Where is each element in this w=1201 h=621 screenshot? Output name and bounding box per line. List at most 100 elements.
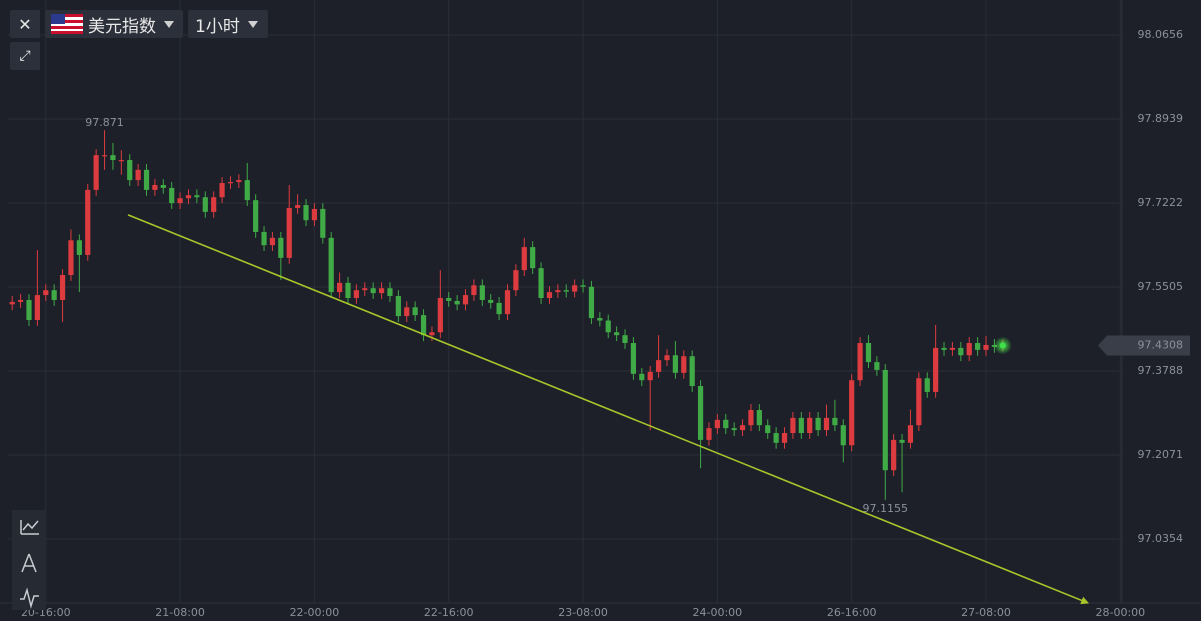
candle-body bbox=[865, 343, 872, 363]
interval-select[interactable]: 1小时 bbox=[188, 10, 268, 38]
candle-body bbox=[51, 290, 57, 300]
candle-body bbox=[689, 356, 695, 387]
candle-body bbox=[572, 285, 578, 292]
price-tag bbox=[1098, 335, 1190, 356]
low-label: 97.1155 bbox=[863, 502, 909, 515]
candle-body bbox=[26, 299, 32, 321]
symbol-select[interactable]: 美元指数 bbox=[45, 10, 183, 38]
candle-body bbox=[891, 439, 897, 471]
candle-body bbox=[336, 282, 343, 293]
candle-body bbox=[916, 378, 922, 426]
candle-body bbox=[563, 290, 569, 292]
candle-body bbox=[681, 356, 687, 373]
candle-body bbox=[412, 307, 418, 316]
symbol-name: 美元指数 bbox=[88, 16, 156, 37]
expand-button[interactable]: ⤢ bbox=[10, 42, 40, 70]
candle-body bbox=[790, 417, 796, 434]
candle-body bbox=[949, 347, 956, 350]
current-dot bbox=[999, 342, 1006, 349]
candle-body bbox=[278, 237, 284, 258]
candle-body bbox=[656, 360, 662, 372]
candle-body bbox=[840, 425, 846, 446]
candle-body bbox=[135, 169, 141, 181]
y-tick-label: 97.7222 bbox=[1138, 196, 1184, 209]
candle-body bbox=[219, 183, 225, 198]
candle-body bbox=[672, 355, 678, 373]
candle-body bbox=[311, 208, 318, 221]
candle-body bbox=[85, 189, 91, 255]
x-tick-label: 26-16:00 bbox=[827, 606, 877, 619]
candle-body bbox=[143, 169, 150, 190]
candle-body bbox=[446, 298, 452, 301]
candle-body bbox=[479, 285, 485, 300]
candle-body bbox=[706, 428, 712, 440]
candle-body bbox=[353, 290, 359, 299]
candle-body bbox=[941, 347, 947, 350]
candle-body bbox=[504, 290, 511, 315]
toolbar bbox=[12, 510, 46, 610]
candle-body bbox=[420, 315, 427, 336]
x-tick-label: 24-00:00 bbox=[693, 606, 743, 619]
candle-body bbox=[739, 425, 746, 431]
candle-body bbox=[118, 160, 124, 162]
candle-body bbox=[43, 290, 49, 296]
toolbar-icons bbox=[20, 520, 39, 609]
candle-body bbox=[9, 301, 15, 305]
y-tick-label: 97.3788 bbox=[1138, 364, 1184, 377]
candle-body bbox=[93, 155, 99, 190]
y-tick-label: 97.0354 bbox=[1138, 532, 1184, 545]
candle-body bbox=[647, 371, 653, 381]
candle-body bbox=[849, 380, 855, 446]
interval-name: 1小时 bbox=[195, 16, 240, 37]
candle-body bbox=[345, 282, 351, 299]
candle-body bbox=[378, 288, 385, 294]
candle-body bbox=[723, 419, 729, 429]
close-button[interactable]: ✕ bbox=[10, 10, 40, 38]
candle-body bbox=[471, 285, 477, 296]
x-tick-label: 27-08:00 bbox=[961, 606, 1011, 619]
candle-body bbox=[530, 247, 536, 269]
candle-body bbox=[404, 307, 410, 317]
candle-body bbox=[244, 180, 250, 201]
candle-body bbox=[588, 286, 595, 319]
candle-body bbox=[966, 343, 972, 356]
candle-body bbox=[521, 247, 527, 271]
candle-body bbox=[286, 207, 292, 258]
candle-body bbox=[622, 335, 628, 344]
candle-body bbox=[731, 428, 737, 431]
candle-body bbox=[765, 425, 771, 434]
candle-body bbox=[614, 332, 620, 336]
candle-body bbox=[907, 425, 914, 443]
candle-body bbox=[454, 300, 460, 305]
candle-body bbox=[857, 343, 863, 381]
candle-body bbox=[362, 288, 368, 291]
y-tick-label: 97.2071 bbox=[1138, 448, 1184, 461]
candle-body bbox=[236, 180, 242, 183]
candle-body bbox=[328, 237, 334, 293]
candle-body bbox=[823, 417, 830, 431]
candle-body bbox=[68, 240, 74, 276]
candle-body bbox=[882, 369, 888, 471]
candle-body bbox=[597, 318, 603, 321]
candle-body bbox=[748, 410, 754, 426]
candle-body bbox=[605, 320, 611, 333]
candle-body bbox=[387, 288, 393, 297]
y-tick-label: 97.8939 bbox=[1138, 112, 1184, 125]
candle-body bbox=[630, 343, 637, 374]
candle-body bbox=[697, 386, 704, 440]
candle-body bbox=[933, 347, 939, 392]
candle-body bbox=[496, 302, 502, 315]
candle-body bbox=[303, 205, 309, 221]
candle-body bbox=[253, 200, 259, 232]
x-tick-label: 22-16:00 bbox=[424, 606, 474, 619]
x-tick-label: 21-08:00 bbox=[155, 606, 205, 619]
candle-body bbox=[202, 197, 208, 212]
candle-body bbox=[462, 295, 469, 305]
flag-icon bbox=[51, 14, 83, 34]
candle-body bbox=[127, 160, 133, 181]
candle-body bbox=[488, 299, 494, 303]
y-tick-label: 97.5505 bbox=[1138, 280, 1184, 293]
